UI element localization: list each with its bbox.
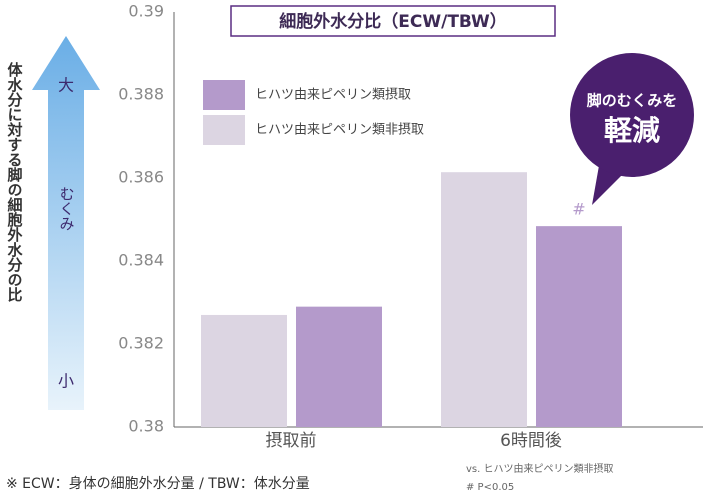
arrow	[32, 36, 100, 410]
x-tick-label: 摂取前	[266, 431, 317, 451]
arrow-label: 大	[58, 76, 74, 95]
legend-label: ヒハツ由来ピペリン類摂取	[255, 87, 411, 103]
title-box	[230, 5, 556, 37]
footnote: ※ ECW：身体の細胞外水分量 / TBW：体水分量	[6, 476, 310, 492]
arrow-label: むくみ	[58, 186, 76, 231]
y-tick-label: 0.382	[118, 334, 164, 353]
y-tick-label: 0.386	[118, 168, 164, 187]
note: vs. ヒハツ由来ピペリン類非摂取	[466, 462, 614, 475]
bubble	[570, 53, 694, 177]
y-tick-label: 0.38	[128, 417, 164, 436]
y-tick-label: 0.39	[128, 2, 164, 21]
bar	[201, 314, 287, 427]
legend-swatch	[203, 80, 245, 110]
annotation: #	[572, 200, 585, 219]
x-tick-label: 6時間後	[500, 431, 562, 451]
chart-title: 細胞外水分比（ECW/TBW）	[279, 11, 506, 32]
bar	[536, 226, 622, 427]
note: # P<0.05	[466, 482, 514, 493]
bubble-text: 脚のむくみを	[587, 92, 678, 110]
y-tick-label: 0.384	[118, 251, 164, 270]
bubble-text: 軽減	[604, 114, 660, 147]
legend-swatch	[203, 115, 245, 145]
arrow-label: 小	[58, 372, 74, 391]
y-axis-label: 体水分に対する脚の細胞外水分の比	[6, 61, 24, 303]
bar	[296, 306, 382, 427]
legend-label: ヒハツ由来ピペリン類非摂取	[255, 122, 424, 138]
y-tick-label: 0.388	[118, 85, 164, 104]
bar	[441, 172, 527, 427]
